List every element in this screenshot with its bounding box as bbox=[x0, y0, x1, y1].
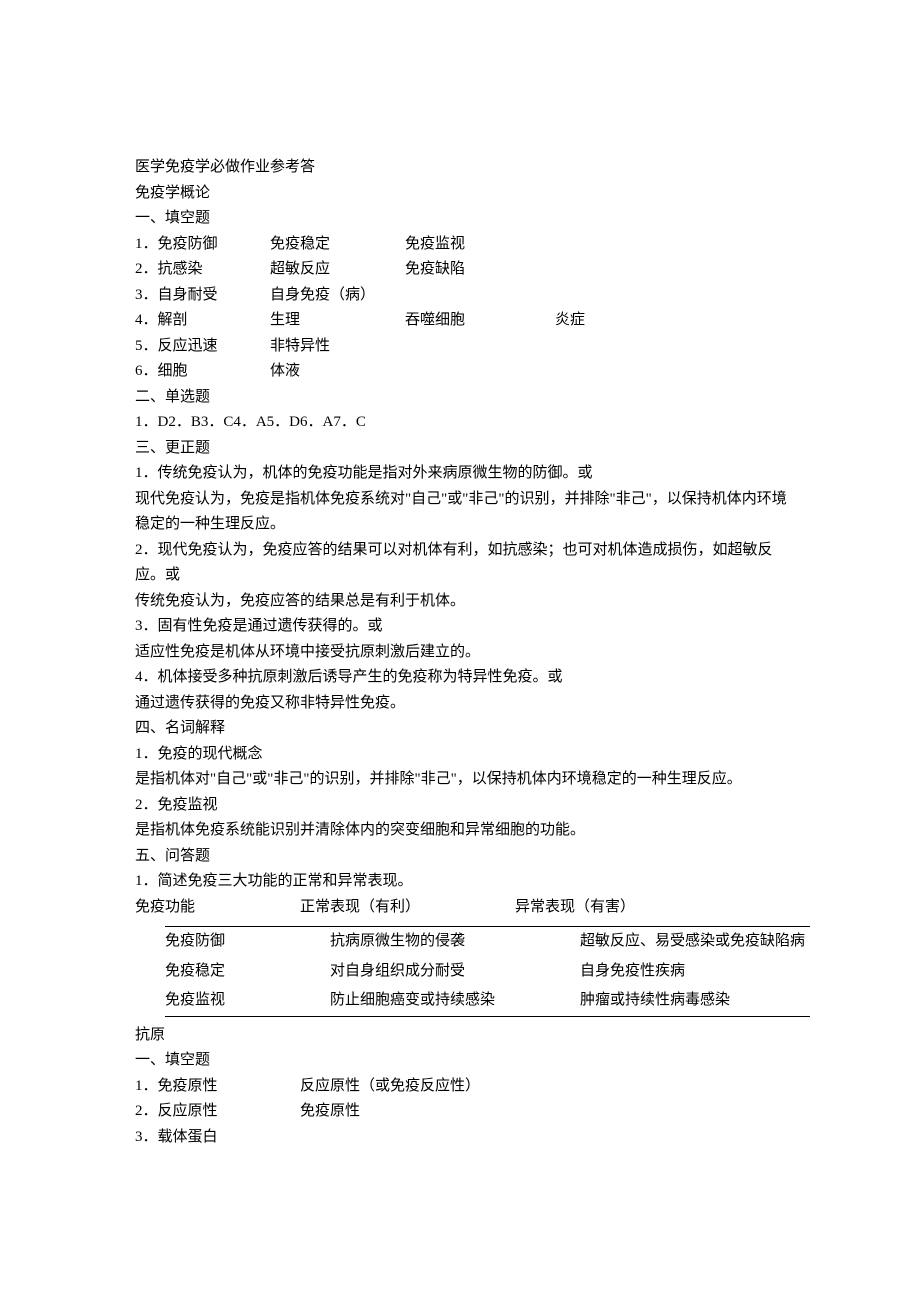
cell: 6．细胞 bbox=[135, 359, 270, 385]
table-row: 免疫防御 抗病原微生物的侵袭 超敏反应、易受感染或免疫缺陷病 bbox=[165, 927, 810, 957]
cell: 吞噬细胞 bbox=[405, 308, 555, 334]
correction-line: 1．传统免疫认为，机体的免疫功能是指对外来病原微生物的防御。或 bbox=[135, 461, 790, 487]
correction-line: 3．固有性免疫是通过遗传获得的。或 bbox=[135, 614, 790, 640]
cell: 免疫监视 bbox=[165, 986, 330, 1016]
cell: 自身免疫性疾病 bbox=[580, 957, 810, 987]
cell: 反应原性（或免疫反应性） bbox=[300, 1074, 480, 1100]
section-qa-head: 五、问答题 bbox=[135, 844, 790, 870]
table-row: 免疫监视 防止细胞癌变或持续感染 肿瘤或持续性病毒感染 bbox=[165, 986, 810, 1016]
cell: 生理 bbox=[270, 308, 405, 334]
term-definition: 是指机体免疫系统能识别并清除体内的突变细胞和异常细胞的功能。 bbox=[135, 818, 790, 844]
cell: 4．解剖 bbox=[135, 308, 270, 334]
correction-line: 通过遗传获得的免疫又称非特异性免疫。 bbox=[135, 691, 790, 717]
cell: 肿瘤或持续性病毒感染 bbox=[580, 986, 810, 1016]
cell: 2．抗感染 bbox=[135, 257, 270, 283]
term-definition: 是指机体对"自己"或"非己"的识别，并排除"非己"，以保持机体内环境稳定的一种生… bbox=[135, 767, 790, 793]
cell: 2．反应原性 bbox=[135, 1099, 300, 1125]
cell: 免疫稳定 bbox=[270, 232, 405, 258]
cell: 1．免疫原性 bbox=[135, 1074, 300, 1100]
cell: 防止细胞癌变或持续感染 bbox=[330, 986, 580, 1016]
correction-line: 传统免疫认为，免疫应答的结果总是有利于机体。 bbox=[135, 589, 790, 615]
cell: 超敏反应、易受感染或免疫缺陷病 bbox=[580, 927, 810, 957]
cell: 3．载体蛋白 bbox=[135, 1125, 218, 1151]
single-choice-answers: 1．D2．B3．C4．A5．D6．A7．C bbox=[135, 410, 790, 436]
cell: 体液 bbox=[270, 359, 300, 385]
fill-blank-row: 1．免疫原性 反应原性（或免疫反应性） bbox=[135, 1074, 790, 1100]
term-label: 1．免疫的现代概念 bbox=[135, 742, 790, 768]
section-terms-head: 四、名词解释 bbox=[135, 716, 790, 742]
correction-line: 4．机体接受多种抗原刺激后诱导产生的免疫称为特异性免疫。或 bbox=[135, 665, 790, 691]
fill-blank-row: 4．解剖 生理 吞噬细胞 炎症 bbox=[135, 308, 790, 334]
cell: 5．反应迅速 bbox=[135, 334, 270, 360]
cell: 超敏反应 bbox=[270, 257, 405, 283]
fill-blank-row: 3．载体蛋白 bbox=[135, 1125, 790, 1151]
chapter1-title: 免疫学概论 bbox=[135, 181, 790, 207]
cell: 免疫监视 bbox=[405, 232, 465, 258]
correction-line: 2．现代免疫认为，免疫应答的结果可以对机体有利，如抗感染；也可对机体造成损伤，如… bbox=[135, 538, 790, 589]
cell: 免疫稳定 bbox=[165, 957, 330, 987]
section-single-choice-head: 二、单选题 bbox=[135, 385, 790, 411]
cell: 3．自身耐受 bbox=[135, 283, 270, 309]
col-head: 正常表现（有利） bbox=[300, 895, 515, 921]
chapter2-title: 抗原 bbox=[135, 1023, 790, 1049]
cell: 免疫原性 bbox=[300, 1099, 360, 1125]
correction-line: 现代免疫认为，免疫是指机体免疫系统对"自己"或"非己"的识别，并排除"非己"，以… bbox=[135, 487, 790, 538]
col-head: 免疫功能 bbox=[135, 895, 300, 921]
section-fill-blank-head: 一、填空题 bbox=[135, 206, 790, 232]
cell: 对自身组织成分耐受 bbox=[330, 957, 580, 987]
cell: 自身免疫（病） bbox=[270, 283, 375, 309]
func-table-header: 免疫功能 正常表现（有利） 异常表现（有害） bbox=[135, 895, 790, 921]
correction-line: 适应性免疫是机体从环境中接受抗原刺激后建立的。 bbox=[135, 640, 790, 666]
cell: 非特异性 bbox=[270, 334, 330, 360]
table-row: 免疫稳定 对自身组织成分耐受 自身免疫性疾病 bbox=[165, 957, 810, 987]
qa-question: 1．简述免疫三大功能的正常和异常表现。 bbox=[135, 869, 790, 895]
fill-blank-row: 2．反应原性 免疫原性 bbox=[135, 1099, 790, 1125]
cell: 免疫缺陷 bbox=[405, 257, 465, 283]
func-table: 免疫防御 抗病原微生物的侵袭 超敏反应、易受感染或免疫缺陷病 免疫稳定 对自身组… bbox=[165, 926, 810, 1017]
fill-blank-row: 5．反应迅速 非特异性 bbox=[135, 334, 790, 360]
fill-blank-row: 6．细胞 体液 bbox=[135, 359, 790, 385]
cell: 炎症 bbox=[555, 308, 585, 334]
section-correction-head: 三、更正题 bbox=[135, 436, 790, 462]
section-fill-blank-head-2: 一、填空题 bbox=[135, 1048, 790, 1074]
cell: 1．免疫防御 bbox=[135, 232, 270, 258]
term-label: 2．免疫监视 bbox=[135, 793, 790, 819]
fill-blank-row: 3．自身耐受 自身免疫（病） bbox=[135, 283, 790, 309]
fill-blank-row: 2．抗感染 超敏反应 免疫缺陷 bbox=[135, 257, 790, 283]
cell: 免疫防御 bbox=[165, 927, 330, 957]
fill-blank-row: 1．免疫防御 免疫稳定 免疫监视 bbox=[135, 232, 790, 258]
document-page: 医学免疫学必做作业参考答 免疫学概论 一、填空题 1．免疫防御 免疫稳定 免疫监… bbox=[0, 0, 920, 1302]
document-title: 医学免疫学必做作业参考答 bbox=[135, 155, 790, 181]
col-head: 异常表现（有害） bbox=[515, 895, 635, 921]
cell: 抗病原微生物的侵袭 bbox=[330, 927, 580, 957]
